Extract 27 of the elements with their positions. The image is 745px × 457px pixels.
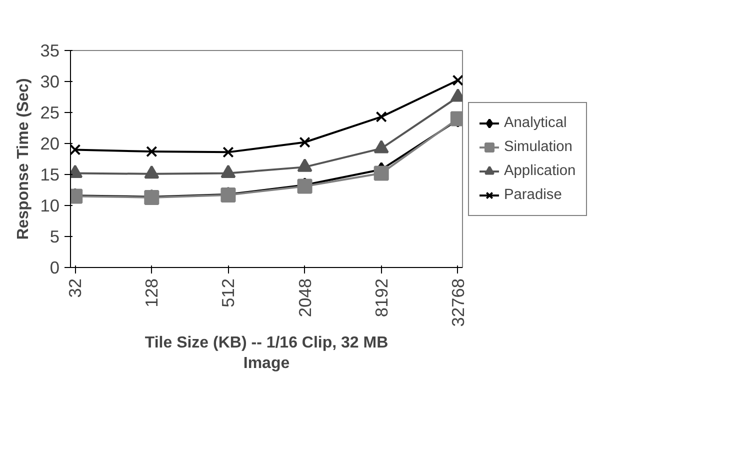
y-tick-label: 10 bbox=[40, 196, 60, 216]
x-axis-title: Tile Size (KB) -- 1/16 Clip, 32 MB Image bbox=[144, 334, 388, 372]
legend-label: Analytical bbox=[504, 114, 567, 130]
y-tick-label: 25 bbox=[40, 102, 60, 122]
point bbox=[376, 111, 387, 122]
y-axis-title: Response Time (Sec) bbox=[15, 78, 32, 240]
x-tick-label: 512 bbox=[218, 278, 238, 308]
point bbox=[452, 74, 462, 86]
x-tick-label: 128 bbox=[142, 278, 162, 308]
x-tick-label: 2048 bbox=[294, 278, 315, 318]
legend-label: Simulation bbox=[504, 138, 572, 154]
y-tick-label: 5 bbox=[50, 226, 60, 246]
y-tick-label: 35 bbox=[40, 40, 60, 60]
y-tick-label: 15 bbox=[40, 164, 60, 184]
y-tick-label: 0 bbox=[50, 258, 60, 278]
legend-label: Paradise bbox=[504, 186, 562, 202]
x-tick-label: 8192 bbox=[371, 278, 392, 318]
x-tick-label: 32768 bbox=[448, 278, 468, 327]
legend-label: Application bbox=[504, 162, 576, 178]
point bbox=[222, 146, 234, 158]
point bbox=[146, 146, 158, 158]
x-tick-label: 32 bbox=[65, 278, 86, 298]
y-tick-label: 20 bbox=[40, 134, 60, 154]
point bbox=[70, 144, 81, 156]
y-tick-label: 30 bbox=[40, 72, 60, 92]
point bbox=[299, 136, 310, 148]
point bbox=[144, 190, 160, 205]
